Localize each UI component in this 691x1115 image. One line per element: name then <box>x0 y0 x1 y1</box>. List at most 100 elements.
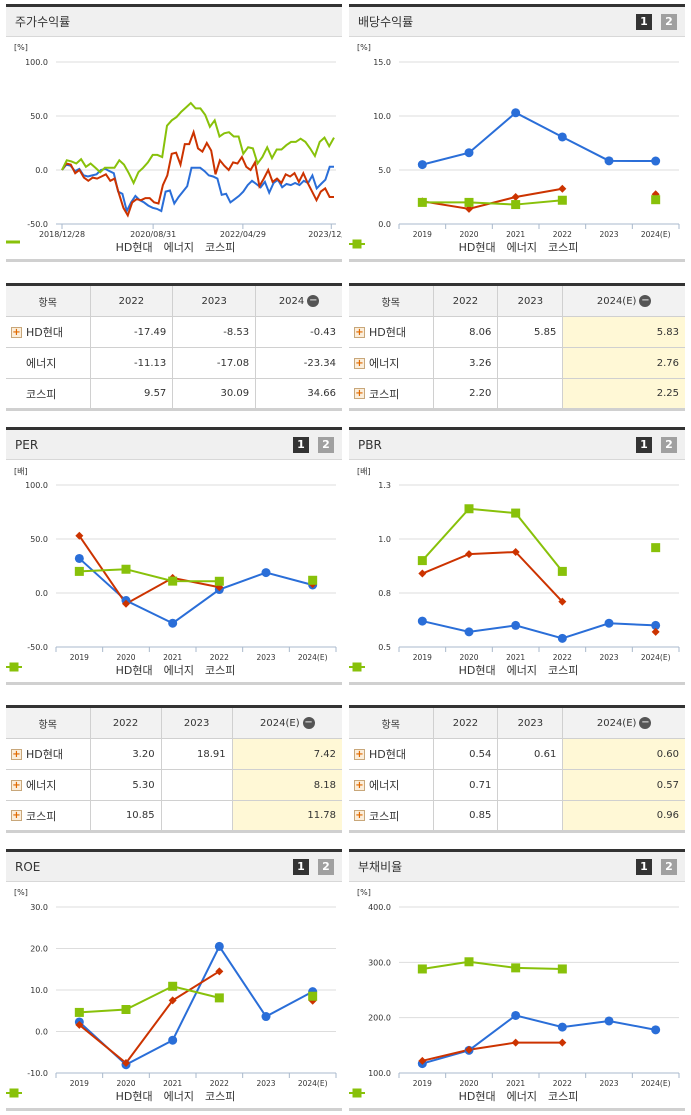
table-row: + HD현대 -17.49 -8.53 -0.43 <box>6 316 342 348</box>
expand-plus-icon[interactable]: + <box>354 748 365 760</box>
legend-item-hd-hyundai[interactable]: HD현대 <box>6 239 153 255</box>
page-1-button[interactable]: 1 <box>293 859 309 875</box>
table-header-row: 항목 2022 2023 2024(E) − <box>6 706 342 739</box>
legend-label: HD현대 <box>115 241 153 254</box>
cell-value: 2.20 <box>432 378 498 410</box>
cell-value: 0.60 <box>562 738 685 770</box>
legend-item-hd-hyundai[interactable]: HD현대 <box>349 1088 496 1104</box>
page-2-button[interactable]: 2 <box>661 859 677 875</box>
page-1-button[interactable]: 1 <box>636 14 652 30</box>
page-2-button[interactable]: 2 <box>661 14 677 30</box>
svg-text:2023: 2023 <box>599 230 618 239</box>
page-1-button[interactable]: 1 <box>636 859 652 875</box>
legend-label: 에너지 <box>506 241 537 254</box>
legend-item-energy[interactable]: 에너지 <box>349 1088 537 1104</box>
legend-item-energy[interactable]: 에너지 <box>6 662 194 678</box>
cell-value: 3.20 <box>89 738 162 770</box>
svg-text:2018/12/28: 2018/12/28 <box>39 230 85 239</box>
chart-legend: HD현대 에너지 코스피 <box>349 239 685 255</box>
cell-value <box>497 378 563 410</box>
collapse-icon[interactable]: − <box>302 717 315 729</box>
expand-plus-icon[interactable]: + <box>354 779 365 791</box>
row-label: + 코스피 <box>6 801 90 832</box>
svg-text:400.0: 400.0 <box>368 903 391 912</box>
stock-return-chart: 100.0 50.0 0.0 -50.0 2018/12/28 2020/08/31 202… <box>6 37 342 262</box>
page-2-button[interactable]: 2 <box>318 859 334 875</box>
legend-item-kospi[interactable]: 코스피 <box>6 662 235 678</box>
svg-text:300.0: 300.0 <box>368 958 391 967</box>
legend-item-energy[interactable]: 에너지 <box>6 1088 194 1104</box>
svg-text:2023: 2023 <box>256 653 275 662</box>
svg-text:50.0: 50.0 <box>30 535 48 544</box>
expand-plus-icon[interactable]: + <box>354 326 365 338</box>
expand-plus-icon[interactable]: + <box>11 748 22 760</box>
table-row: + 코스피 2.20 2.25 <box>349 378 685 410</box>
legend-item-energy[interactable]: 에너지 <box>349 239 537 255</box>
svg-text:10.0: 10.0 <box>373 112 391 121</box>
svg-text:2023/12/28: 2023/12/28 <box>308 230 342 239</box>
collapse-icon[interactable]: − <box>639 717 652 729</box>
svg-text:2024(E): 2024(E) <box>641 1079 671 1088</box>
row-name: 에너지 <box>26 779 57 792</box>
svg-text:5.0: 5.0 <box>378 166 391 175</box>
expand-plus-icon[interactable]: + <box>11 779 22 791</box>
cell-value: 0.57 <box>562 769 685 801</box>
table-row: + HD현대 0.54 0.61 0.60 <box>349 738 685 770</box>
svg-text:2022: 2022 <box>553 230 572 239</box>
svg-text:2019: 2019 <box>413 653 432 662</box>
legend-item-hd-hyundai[interactable]: HD현대 <box>349 662 496 678</box>
y-unit-label: [%] <box>14 888 28 897</box>
table-row: + HD현대 8.06 5.85 5.83 <box>349 316 685 348</box>
legend-label: HD현대 <box>115 664 153 677</box>
expand-plus-icon[interactable]: + <box>11 810 22 821</box>
collapse-icon[interactable]: − <box>639 295 652 307</box>
svg-text:2022: 2022 <box>553 653 572 662</box>
expand-plus-icon[interactable]: + <box>354 388 365 399</box>
legend-item-hd-hyundai[interactable]: HD현대 <box>6 662 153 678</box>
legend-item-energy[interactable]: 에너지 <box>6 239 194 255</box>
pager: 1 2 <box>293 437 334 453</box>
svg-text:1.0: 1.0 <box>378 535 391 544</box>
svg-text:2023: 2023 <box>599 653 618 662</box>
legend-item-hd-hyundai[interactable]: HD현대 <box>349 239 496 255</box>
svg-text:20.0: 20.0 <box>30 945 48 954</box>
col-header: 2023 <box>160 706 233 739</box>
pbr-panel: PBR 1 2 1.3 1.0 0.8 0.5 2019 2020 2021 2022 2023… <box>349 427 685 685</box>
col-header: 2024(E) − <box>562 706 685 739</box>
row-name: 에너지 <box>369 779 400 792</box>
row-name: 코스피 <box>369 387 400 401</box>
cell-value <box>160 769 233 801</box>
cell-value: -17.08 <box>172 347 256 379</box>
col-header: 2022 <box>432 706 498 739</box>
legend-label: 에너지 <box>163 1090 194 1103</box>
legend-item-kospi[interactable]: 코스피 <box>349 239 578 255</box>
legend-item-energy[interactable]: 에너지 <box>349 662 537 678</box>
svg-text:100.0: 100.0 <box>25 58 48 67</box>
row-name: HD현대 <box>369 326 406 339</box>
page-1-button[interactable]: 1 <box>293 437 309 453</box>
cell-value: 9.57 <box>89 378 173 410</box>
chart-legend: HD현대 에너지 코스피 <box>349 1088 685 1104</box>
page-2-button[interactable]: 2 <box>661 437 677 453</box>
legend-item-kospi[interactable]: 코스피 <box>6 239 235 255</box>
cell-value: 0.85 <box>432 800 498 832</box>
legend-item-kospi[interactable]: 코스피 <box>6 1088 235 1104</box>
cell-value: 5.30 <box>89 769 162 801</box>
svg-text:2021: 2021 <box>163 1079 182 1088</box>
svg-text:0.0: 0.0 <box>378 220 391 229</box>
legend-item-hd-hyundai[interactable]: HD현대 <box>6 1088 153 1104</box>
expand-plus-icon[interactable]: + <box>354 810 365 821</box>
expand-plus-icon[interactable]: + <box>11 326 22 338</box>
page-2-button[interactable]: 2 <box>318 437 334 453</box>
pbr-title: PBR 1 2 <box>349 427 685 460</box>
legend-item-kospi[interactable]: 코스피 <box>349 662 578 678</box>
svg-text:2020: 2020 <box>116 1079 135 1088</box>
legend-item-kospi[interactable]: 코스피 <box>349 1088 578 1104</box>
cell-value: 18.91 <box>160 738 233 770</box>
collapse-icon[interactable]: − <box>307 295 320 307</box>
svg-text:2023: 2023 <box>256 1079 275 1088</box>
page-1-button[interactable]: 1 <box>636 437 652 453</box>
row-name: 에너지 <box>26 357 57 370</box>
legend-label: HD현대 <box>115 1090 153 1103</box>
expand-plus-icon[interactable]: + <box>354 357 365 369</box>
